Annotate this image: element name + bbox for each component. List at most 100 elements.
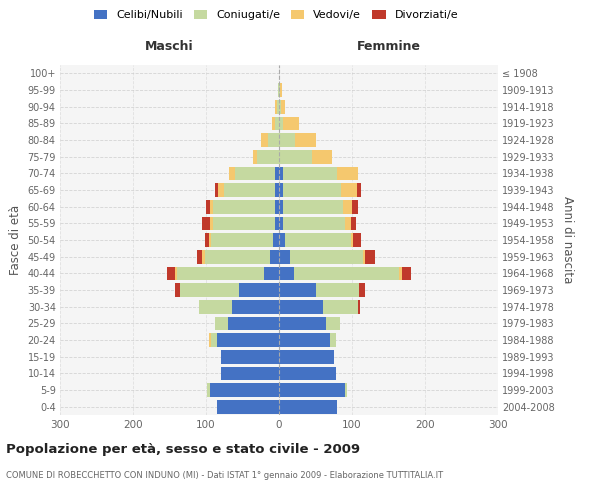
Bar (283, 216, 344, 230)
Bar (209, 233, 211, 247)
Bar (215, 316, 228, 330)
Bar (275, 216, 279, 230)
Legend: Celibi/Nubili, Coniugati/e, Vedovi/e, Divorziati/e: Celibi/Nubili, Coniugati/e, Vedovi/e, Di… (89, 6, 463, 25)
Bar (279, 300, 323, 314)
Bar (279, 316, 326, 330)
Bar (363, 250, 365, 264)
Bar (344, 216, 350, 230)
Bar (279, 100, 281, 114)
Bar (278, 83, 279, 97)
Bar (202, 216, 209, 230)
Bar (239, 283, 279, 297)
Bar (330, 333, 336, 347)
Bar (209, 216, 214, 230)
Bar (295, 133, 316, 147)
Bar (224, 183, 275, 197)
Bar (217, 333, 279, 347)
Bar (175, 266, 177, 280)
Bar (261, 133, 268, 147)
Bar (279, 250, 290, 264)
Bar (316, 283, 359, 297)
Bar (279, 266, 293, 280)
Bar (209, 200, 214, 213)
Bar (218, 183, 224, 197)
Bar (323, 300, 358, 314)
Bar (275, 183, 279, 197)
Bar (279, 133, 295, 147)
Bar (214, 200, 275, 213)
Text: COMUNE DI ROBECCHETTO CON INDUNO (MI) - Dati ISTAT 1° gennaio 2009 - Elaborazion: COMUNE DI ROBECCHETTO CON INDUNO (MI) - … (6, 471, 443, 480)
Bar (215, 183, 218, 197)
Bar (283, 116, 299, 130)
Bar (343, 200, 352, 213)
Bar (357, 183, 361, 197)
Bar (202, 250, 205, 264)
Bar (275, 116, 279, 130)
Bar (265, 266, 279, 280)
Bar (275, 200, 279, 213)
Bar (400, 266, 401, 280)
Bar (285, 233, 350, 247)
Bar (217, 400, 279, 413)
Bar (197, 250, 202, 264)
Bar (279, 350, 334, 364)
Bar (205, 250, 270, 264)
Bar (326, 316, 340, 330)
Bar (279, 183, 283, 197)
Bar (279, 366, 336, 380)
Bar (279, 200, 283, 213)
Bar (208, 383, 209, 397)
Bar (312, 150, 332, 164)
Bar (293, 266, 400, 280)
Bar (337, 166, 358, 180)
Bar (272, 116, 275, 130)
Bar (232, 300, 279, 314)
Bar (211, 333, 217, 347)
Bar (280, 83, 282, 97)
Bar (206, 200, 209, 213)
Bar (365, 250, 374, 264)
Bar (401, 266, 411, 280)
Bar (199, 300, 232, 314)
Bar (273, 233, 279, 247)
Bar (211, 233, 273, 247)
Bar (359, 283, 365, 297)
Bar (275, 100, 277, 114)
Bar (279, 383, 344, 397)
Bar (221, 366, 279, 380)
Bar (279, 216, 283, 230)
Bar (283, 166, 337, 180)
Bar (358, 300, 360, 314)
Bar (283, 200, 343, 213)
Y-axis label: Anni di nascita: Anni di nascita (562, 196, 574, 284)
Bar (175, 283, 181, 297)
Bar (253, 150, 257, 164)
Bar (350, 216, 356, 230)
Bar (270, 250, 279, 264)
Bar (228, 316, 279, 330)
Bar (279, 333, 330, 347)
Bar (283, 183, 341, 197)
Text: Popolazione per età, sesso e stato civile - 2009: Popolazione per età, sesso e stato civil… (6, 442, 360, 456)
Bar (279, 166, 283, 180)
Bar (257, 150, 279, 164)
Bar (209, 383, 279, 397)
Bar (205, 233, 209, 247)
Bar (275, 166, 279, 180)
Bar (279, 150, 312, 164)
Bar (281, 100, 285, 114)
Y-axis label: Fasce di età: Fasce di età (9, 205, 22, 275)
Bar (290, 250, 363, 264)
Bar (353, 233, 361, 247)
Bar (167, 266, 175, 280)
Bar (279, 233, 285, 247)
Bar (214, 216, 275, 230)
Bar (344, 383, 347, 397)
Text: Maschi: Maschi (145, 40, 194, 52)
Bar (279, 283, 316, 297)
Bar (350, 233, 353, 247)
Bar (341, 183, 357, 197)
Bar (352, 200, 358, 213)
Bar (209, 333, 211, 347)
Bar (177, 266, 265, 280)
